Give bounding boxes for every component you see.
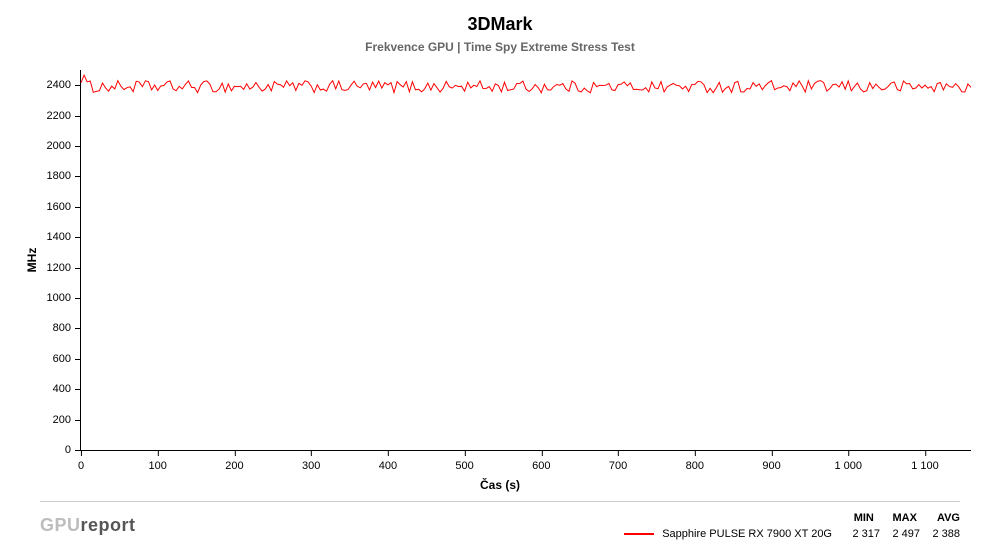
watermark-part2: report bbox=[81, 515, 136, 535]
x-tick: 900 bbox=[762, 450, 780, 472]
x-tick: 400 bbox=[379, 450, 397, 472]
legend-min: 2 317 bbox=[840, 528, 880, 540]
y-axis-label: MHz bbox=[25, 248, 39, 273]
x-tick: 1 000 bbox=[834, 450, 862, 472]
y-tick: 2000 bbox=[47, 140, 81, 152]
y-tick: 200 bbox=[53, 414, 81, 426]
legend-max: 2 497 bbox=[880, 528, 920, 540]
series-svg bbox=[81, 70, 971, 450]
watermark-part1: GPU bbox=[40, 515, 81, 535]
x-tick: 800 bbox=[686, 450, 704, 472]
watermark: GPUreport bbox=[40, 515, 136, 536]
footer-divider bbox=[40, 501, 960, 502]
y-tick: 1200 bbox=[47, 262, 81, 274]
y-tick: 2200 bbox=[47, 110, 81, 122]
x-tick: 700 bbox=[609, 450, 627, 472]
y-tick: 400 bbox=[53, 383, 81, 395]
plot-area: 0200400600800100012001400160018002000220… bbox=[80, 70, 971, 451]
x-tick: 100 bbox=[149, 450, 167, 472]
chart-title: 3DMark bbox=[0, 14, 1000, 35]
legend-swatch bbox=[624, 533, 654, 535]
y-tick: 1400 bbox=[47, 231, 81, 243]
y-tick: 800 bbox=[53, 322, 81, 334]
legend-header-min: MIN bbox=[834, 512, 874, 524]
x-tick: 500 bbox=[455, 450, 473, 472]
x-tick: 300 bbox=[302, 450, 320, 472]
legend-header: MIN MAX AVG bbox=[624, 512, 960, 524]
y-tick: 1000 bbox=[47, 292, 81, 304]
legend-avg: 2 388 bbox=[920, 528, 960, 540]
legend-header-max: MAX bbox=[877, 512, 917, 524]
legend-series-name: Sapphire PULSE RX 7900 XT 20G bbox=[662, 528, 832, 540]
y-tick: 1600 bbox=[47, 201, 81, 213]
chart-subtitle: Frekvence GPU | Time Spy Extreme Stress … bbox=[0, 40, 1000, 54]
y-tick: 2400 bbox=[47, 79, 81, 91]
x-tick: 200 bbox=[225, 450, 243, 472]
x-tick: 0 bbox=[78, 450, 84, 472]
x-tick: 600 bbox=[532, 450, 550, 472]
y-tick: 1800 bbox=[47, 170, 81, 182]
x-tick: 1 100 bbox=[911, 450, 939, 472]
chart-container: 3DMark Frekvence GPU | Time Spy Extreme … bbox=[0, 0, 1000, 550]
legend-header-avg: AVG bbox=[920, 512, 960, 524]
legend: MIN MAX AVG Sapphire PULSE RX 7900 XT 20… bbox=[624, 512, 960, 540]
y-tick: 600 bbox=[53, 353, 81, 365]
legend-row: Sapphire PULSE RX 7900 XT 20G 2 3172 4972… bbox=[624, 528, 960, 540]
x-axis-label: Čas (s) bbox=[480, 478, 520, 492]
series-line bbox=[81, 75, 971, 93]
